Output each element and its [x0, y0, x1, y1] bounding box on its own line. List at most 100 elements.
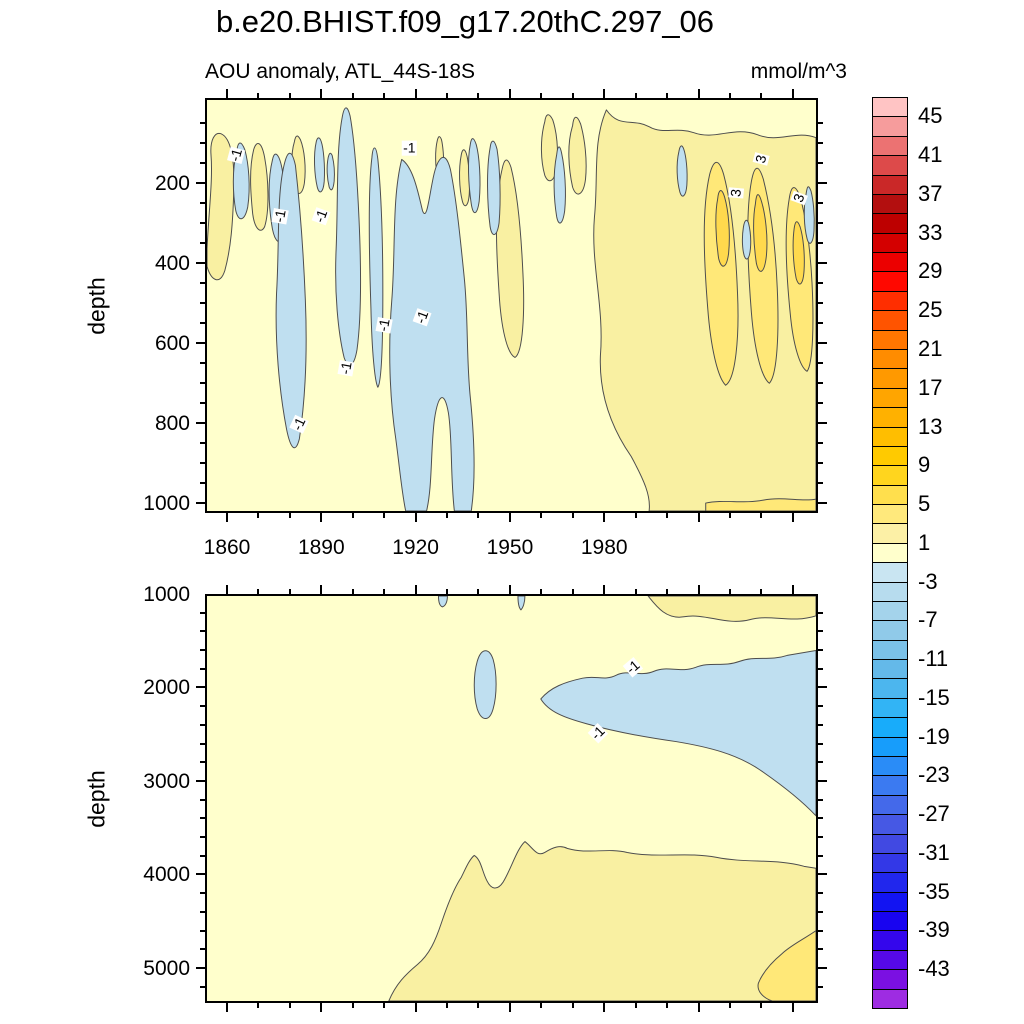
axis-tick: [200, 985, 205, 988]
axis-tick: [697, 585, 700, 594]
colorbar-box: [872, 484, 908, 506]
axis-tick: [634, 1003, 637, 1008]
axis-tick: [200, 892, 205, 895]
axis-tick: [818, 854, 823, 857]
axis-tick: [508, 89, 511, 98]
axis-tick: [728, 1003, 731, 1008]
axis-tick: [288, 93, 291, 98]
axis-tick: [728, 513, 731, 518]
axis-tick: [200, 462, 205, 465]
colorbar-box: [872, 407, 908, 428]
axis-tick: [571, 93, 574, 98]
axis-tick: [200, 382, 205, 385]
contour-label: -1: [271, 207, 290, 225]
axis-tick: [818, 242, 823, 245]
axis-tick: [200, 929, 205, 932]
colorbar-tick-label: 29: [918, 258, 943, 284]
axis-tick: [818, 873, 827, 876]
colorbar-tick-label: 1: [918, 529, 931, 555]
axis-tick: [818, 686, 827, 689]
contour-region: [388, 841, 816, 1001]
axis-tick: [818, 462, 823, 465]
contour-region: [647, 596, 816, 622]
axis-tick: [320, 513, 323, 522]
colorbar-tick-label: -35: [918, 878, 950, 904]
axis-tick: [634, 513, 637, 518]
colorbar-tick-label: -3: [918, 568, 938, 594]
contour-label: -1: [337, 359, 356, 377]
colorbar-box: [872, 232, 908, 254]
colorbar-box: [872, 639, 908, 661]
colorbar-box: [872, 988, 908, 1009]
colorbar-box: [872, 116, 908, 137]
colorbar-box: [872, 193, 908, 215]
axis-tick: [200, 836, 205, 839]
y-tick-label: 5000: [143, 956, 190, 980]
axis-tick: [666, 589, 669, 594]
colorbar-tick-label: 17: [918, 374, 943, 400]
axis-tick: [288, 1003, 291, 1008]
axis-tick: [226, 89, 228, 98]
contour-region: [459, 149, 471, 207]
colorbar-box: [872, 852, 908, 874]
axis-tick: [728, 93, 731, 98]
upper-y-axis-title: depth: [83, 277, 110, 335]
colorbar: 45 41 37 33 29 25 21 17 13 9 5 1 -3 -7 -11 -15 -19 -23 -27…: [872, 97, 950, 1009]
axis-tick: [200, 611, 205, 614]
contour-region: [473, 650, 497, 720]
axis-tick: [697, 513, 700, 522]
lower-contour-panel: [205, 594, 818, 1003]
axis-tick: [196, 342, 205, 345]
axis-tick: [351, 589, 354, 594]
axis-tick: [818, 929, 823, 932]
contour-region: [495, 159, 525, 358]
axis-tick: [603, 585, 606, 594]
colorbar-tick-label: -27: [918, 801, 950, 827]
colorbar-box: [872, 659, 908, 680]
colorbar-tick-label: -19: [918, 723, 950, 749]
contour-region: [705, 498, 816, 511]
axis-tick: [818, 798, 823, 801]
colorbar-box: [872, 581, 908, 602]
x-tick-label: 1980: [580, 536, 628, 559]
axis-tick: [200, 282, 205, 285]
y-tick-label: 2000: [143, 676, 190, 700]
colorbar-box: [872, 252, 908, 273]
contour-label: -1: [402, 139, 417, 156]
x-tick-label: 1890: [297, 536, 345, 559]
contour-region: [437, 596, 448, 608]
colorbar-tick-label: -7: [918, 607, 938, 633]
axis-tick: [200, 402, 205, 405]
colorbar-box: [872, 290, 908, 312]
axis-tick: [414, 585, 417, 594]
plot-subtitle: AOU anomaly, ATL_44S-18S: [205, 60, 476, 83]
contour-region: [335, 107, 362, 366]
contour-region: [540, 649, 816, 817]
axis-tick: [818, 122, 823, 125]
axis-tick: [200, 854, 205, 857]
y-tick-label: 1000: [143, 583, 190, 606]
axis-tick: [634, 93, 637, 98]
axis-tick: [196, 686, 205, 689]
contour-region: [703, 161, 739, 386]
axis-tick: [818, 342, 827, 345]
axis-tick: [257, 93, 260, 98]
contour-region: [753, 194, 768, 272]
axis-tick: [540, 93, 543, 98]
axis-tick: [818, 322, 823, 325]
axis-tick: [508, 513, 511, 522]
axis-tick: [540, 513, 543, 518]
colorbar-box: [872, 271, 908, 292]
contour-region: [803, 186, 815, 244]
axis-tick: [200, 742, 205, 745]
colorbar-tick-label: 41: [918, 142, 943, 168]
contour-region: [326, 152, 335, 191]
axis-tick: [818, 723, 823, 726]
colorbar-box: [872, 794, 908, 816]
axis-tick: [477, 513, 480, 518]
axis-tick: [818, 705, 823, 708]
contour-region: [389, 156, 475, 511]
axis-tick: [540, 1003, 543, 1008]
y-tick-label: 3000: [143, 769, 190, 793]
